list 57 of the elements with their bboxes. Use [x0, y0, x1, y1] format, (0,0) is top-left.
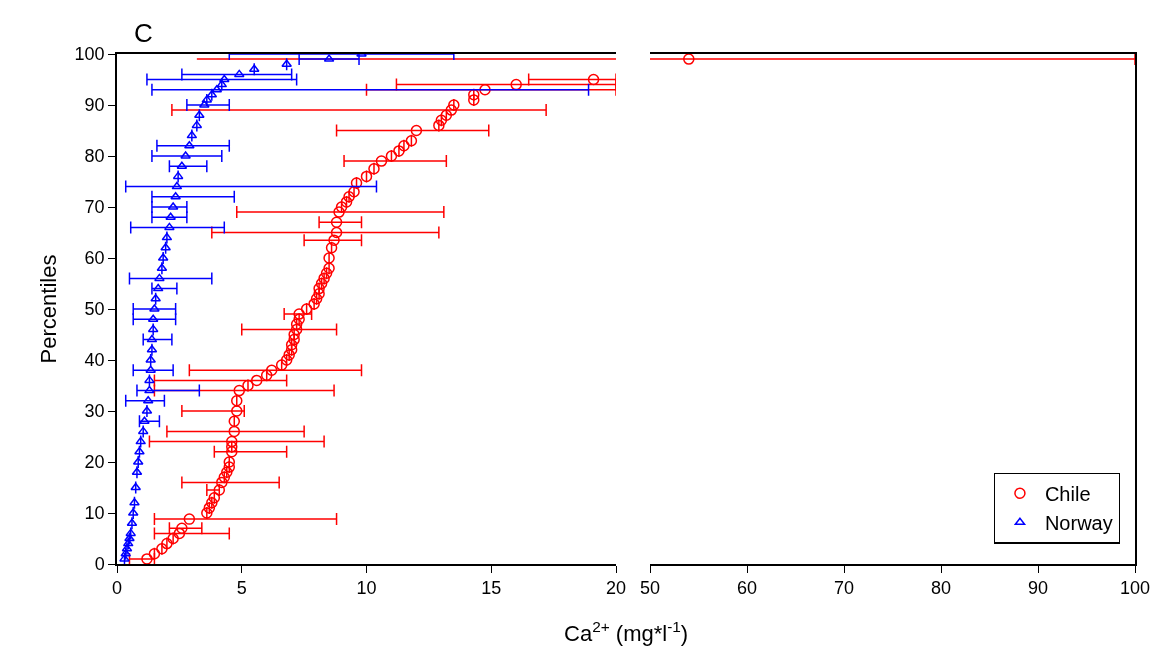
point: [170, 192, 181, 200]
legend-label: Chile: [1044, 483, 1091, 506]
x-tick-label: 80: [930, 578, 952, 599]
point: [124, 533, 135, 542]
point: [139, 416, 150, 424]
x-tick-label: 100: [1119, 578, 1151, 599]
chart-title: C: [134, 18, 153, 48]
point: [211, 84, 223, 93]
point: [130, 482, 142, 491]
point: [137, 426, 149, 435]
x-tick-label: 15: [481, 578, 502, 599]
point: [121, 543, 133, 552]
x-tick-label: 20: [605, 578, 627, 599]
y-tick-label: 20: [84, 452, 105, 473]
y-tick-label: 70: [84, 197, 105, 218]
point: [144, 375, 155, 384]
x-axis-title: Ca$^{2+}$ (mg*l$^{-1}$): [564, 618, 689, 647]
x-tick-label: 50: [639, 578, 661, 599]
y-tick-label: 40: [84, 350, 105, 371]
x-tick-label: 70: [833, 578, 855, 599]
y-tick-label: 90: [84, 95, 105, 116]
y-tick-label: 60: [84, 248, 105, 269]
point: [152, 283, 164, 292]
point: [233, 69, 245, 78]
y-tick-label: 80: [84, 146, 105, 167]
legend-label: Norway: [1044, 512, 1113, 535]
point: [122, 538, 134, 547]
x-tick-label: 90: [1027, 578, 1049, 599]
x-tick-label: 0: [111, 578, 123, 599]
point: [149, 304, 160, 312]
point: [125, 528, 137, 537]
point: [147, 324, 159, 333]
point: [161, 232, 173, 241]
point: [171, 181, 183, 190]
point: [135, 436, 147, 445]
point: [180, 151, 191, 159]
point: [172, 171, 184, 180]
point: [154, 273, 165, 282]
y-tick-label: 30: [84, 401, 105, 422]
y-tick-label: 10: [84, 503, 105, 524]
point: [144, 385, 155, 394]
y-axis-title: Percentiles: [35, 254, 61, 364]
point: [216, 79, 228, 88]
point: [134, 447, 145, 455]
x-tick-label: 5: [236, 578, 247, 599]
point: [191, 120, 203, 129]
point: [164, 222, 175, 231]
x-tick-label: 10: [356, 578, 377, 599]
point: [218, 74, 230, 83]
point: [186, 130, 198, 139]
x-tick-label: 60: [736, 578, 758, 599]
y-tick-label: 0: [94, 554, 105, 575]
y-tick-label: 100: [74, 44, 105, 65]
point: [248, 64, 260, 73]
y-tick-label: 50: [84, 299, 105, 320]
point: [129, 498, 140, 506]
point: [146, 334, 158, 343]
